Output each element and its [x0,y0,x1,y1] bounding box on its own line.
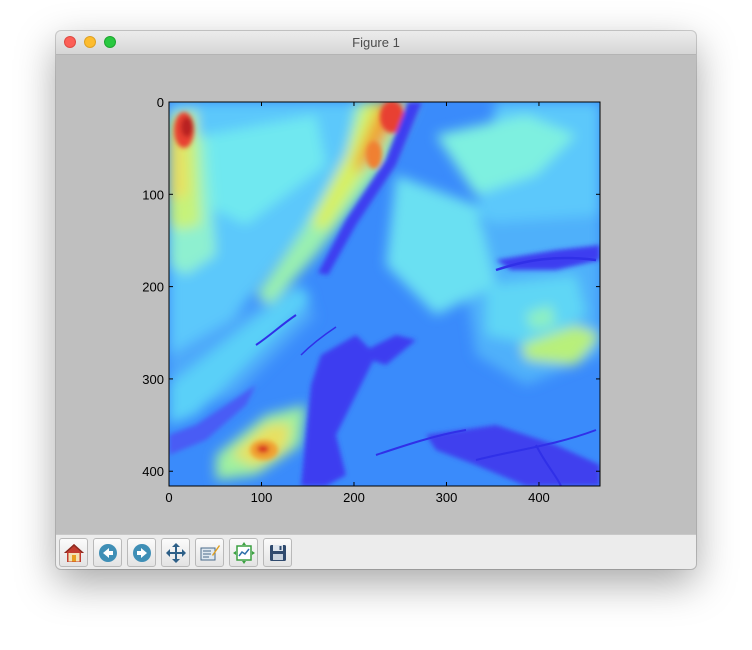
y-tick-label: 200 [142,280,164,295]
maximize-window-button[interactable] [104,36,116,48]
figure-window: Figure 1 [56,31,696,569]
back-arrow-icon [98,543,117,562]
x-axis: 0 100 200 300 400 [165,102,550,505]
close-window-button[interactable] [64,36,76,48]
x-tick-label: 0 [165,490,172,505]
pan-button[interactable] [161,538,190,567]
y-tick-label: 100 [142,187,164,202]
y-tick-label: 300 [142,372,164,387]
window-title: Figure 1 [352,35,400,50]
back-button[interactable] [93,538,122,567]
forward-button[interactable] [127,538,156,567]
figure-canvas[interactable]: 0 100 200 300 400 0 100 200 300 400 [56,55,696,533]
save-button[interactable] [263,538,292,567]
zoom-button[interactable] [195,538,224,567]
x-tick-label: 200 [343,490,365,505]
home-button[interactable] [59,538,88,567]
pan-arrows-icon [165,542,186,563]
navigation-toolbar [56,534,696,569]
home-icon [63,543,84,562]
heatmap-plot[interactable]: 0 100 200 300 400 0 100 200 300 400 [56,55,696,533]
title-bar[interactable]: Figure 1 [56,31,696,55]
subplots-config-icon [232,541,255,564]
x-tick-label: 400 [528,490,550,505]
floppy-disk-icon [269,544,286,561]
forward-arrow-icon [132,543,151,562]
y-tick-label: 0 [157,95,164,110]
y-axis: 0 100 200 300 400 [142,95,600,479]
subplots-button[interactable] [229,538,258,567]
heatmap-image [169,102,600,486]
y-tick-label: 400 [142,464,164,479]
minimize-window-button[interactable] [84,36,96,48]
x-tick-label: 300 [436,490,458,505]
x-tick-label: 100 [251,490,273,505]
zoom-rect-icon [200,544,220,560]
axes-frame [168,101,601,487]
